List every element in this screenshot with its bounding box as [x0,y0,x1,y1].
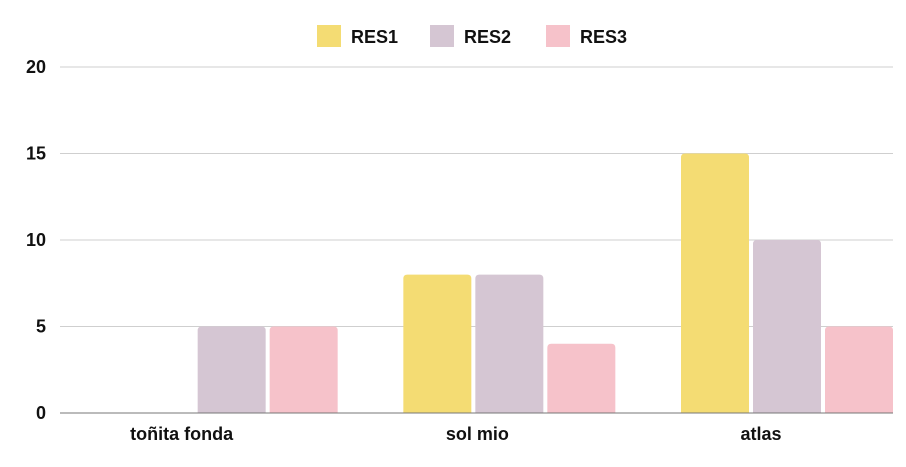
x-category-label: sol mio [446,424,509,444]
bar-res2-1 [475,274,544,413]
legend: RES1 RES2 RES3 [317,25,627,47]
bar-res3-2 [825,326,893,413]
y-tick-label: 0 [36,403,46,423]
bar-res3-1 [547,343,616,413]
legend-swatch-res1 [317,25,341,47]
legend-swatch-res2 [430,25,454,47]
x-category-label: atlas [740,424,781,444]
y-tick-label: 5 [36,317,46,337]
y-tick-label: 10 [26,230,46,250]
bar-res1-2 [681,153,749,413]
legend-label-res2: RES2 [464,27,511,47]
legend-label-res1: RES1 [351,27,398,47]
y-tick-label: 20 [26,57,46,77]
bars [197,153,893,413]
bar-res1-1 [403,274,472,413]
y-tick-label: 15 [26,144,46,164]
bar-res3-0 [269,326,338,413]
legend-label-res3: RES3 [580,27,627,47]
y-axis-ticks: 0 5 10 15 20 [26,57,46,423]
x-axis-categories: toñita fonda sol mio atlas [130,424,781,444]
legend-swatch-res3 [546,25,570,47]
x-category-label: toñita fonda [130,424,234,444]
bar-res2-0 [197,326,266,413]
bar-res2-2 [753,240,821,413]
